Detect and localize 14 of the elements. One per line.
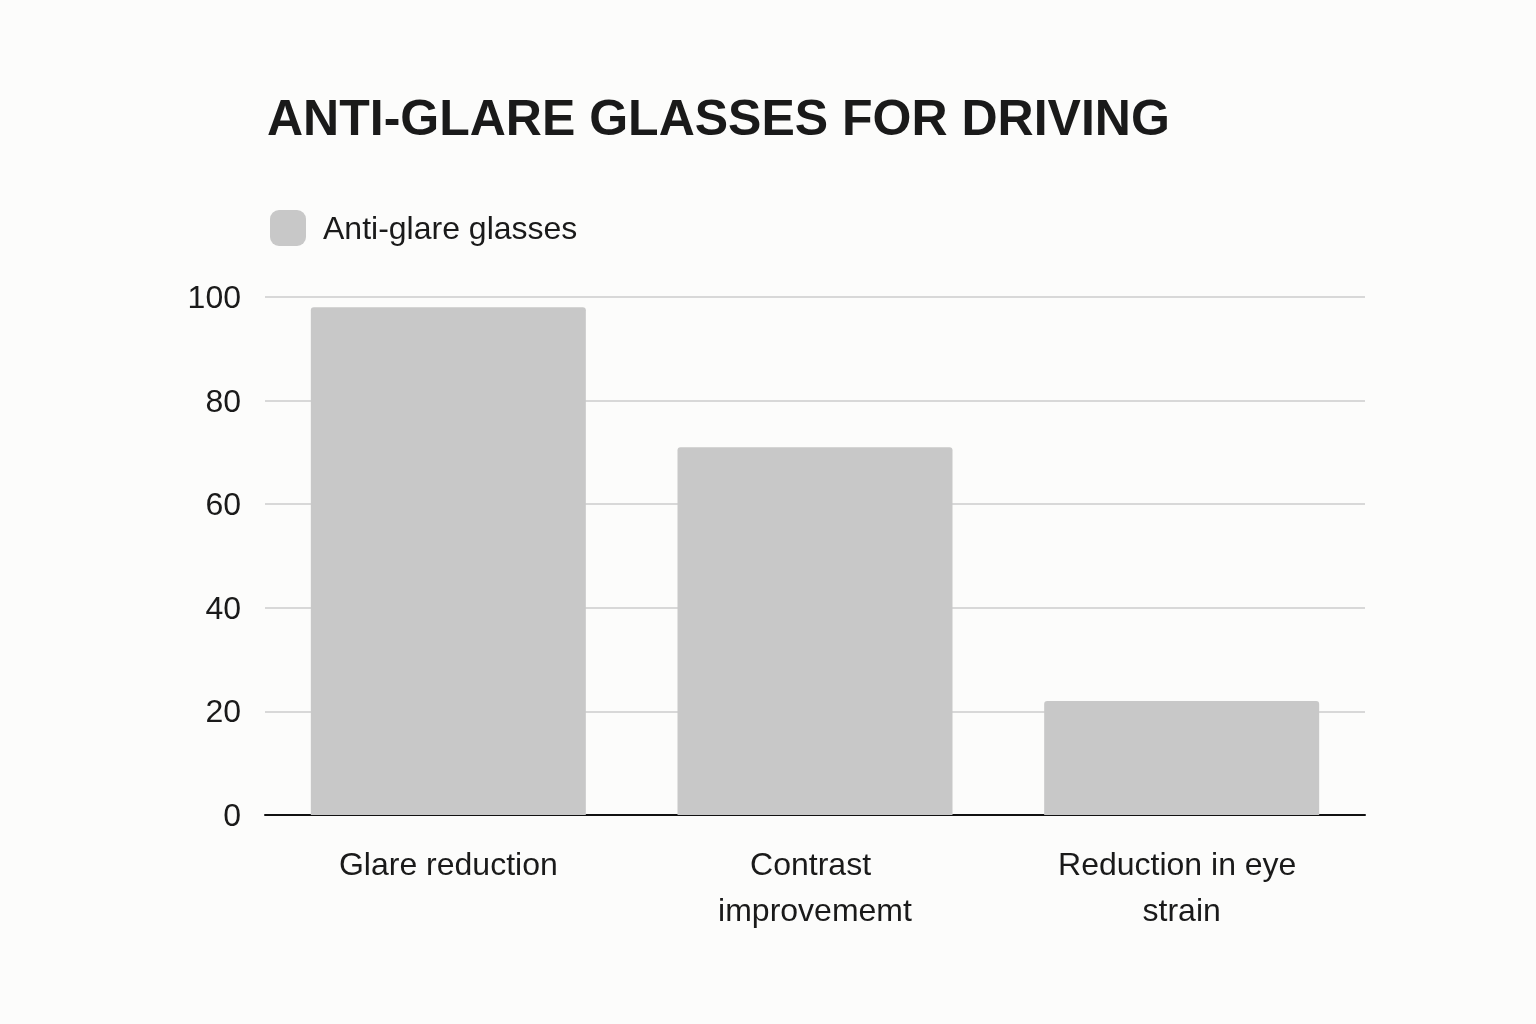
bar xyxy=(1044,701,1320,815)
legend-label: Anti-glare glasses xyxy=(323,210,578,246)
y-tick-label: 100 xyxy=(187,279,241,315)
bar xyxy=(310,307,586,815)
y-tick-label: 0 xyxy=(223,797,241,833)
y-tick-label: 40 xyxy=(205,589,241,626)
x-tick-label: Reduction in eye strain xyxy=(1058,846,1306,928)
y-tick-label: 80 xyxy=(205,382,241,419)
chart-title: ANTI-GLARE GLASSES FOR DRIVING xyxy=(267,90,1170,146)
bar xyxy=(677,447,953,815)
x-tick-label: Glare reduction xyxy=(338,846,558,882)
y-tick-label: 60 xyxy=(205,486,241,523)
y-tick-label: 20 xyxy=(205,693,241,730)
x-tick-label: Contrast improvememt xyxy=(718,846,913,928)
